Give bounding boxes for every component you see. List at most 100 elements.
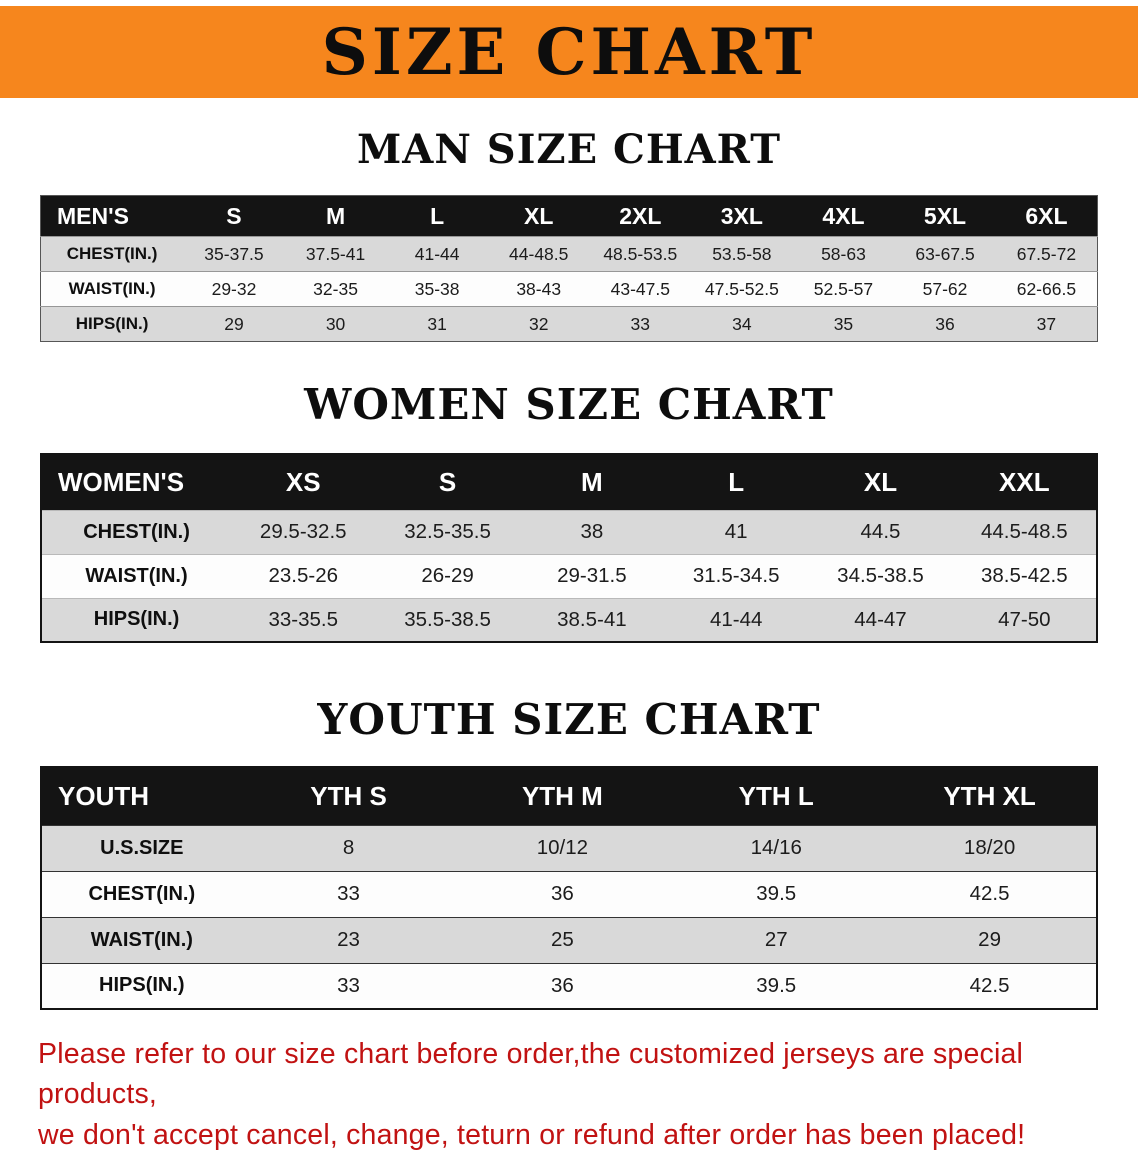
table-row: HIPS(IN.) 33-35.5 35.5-38.5 38.5-41 41-44 44-… [41,598,1097,642]
table-row: U.S.SIZE 8 10/12 14/16 18/20 [41,825,1097,871]
size-value-cell: 23.5-26 [231,554,376,598]
size-value-cell: 31.5-34.5 [664,554,809,598]
size-value-cell: 36 [894,306,996,342]
youth-section-heading: YOUTH SIZE CHART [317,695,821,744]
size-value-cell: 35-38 [386,271,488,307]
men-size-table: MEN'S S M L XL 2XL 3XL 4XL 5XL 6XL CHEST(IN.) 35-37… [40,195,1098,342]
size-value-cell: 14/16 [669,825,884,871]
size-value-cell: 32 [487,306,590,342]
table-row: HIPS(IN.) 29 30 31 32 33 34 35 36 37 [40,306,1098,342]
size-column-header: YTH S [241,767,456,825]
size-column-header: XL [487,195,590,237]
size-value-cell: 58-63 [792,236,895,272]
size-value-cell: 35.5-38.5 [375,598,520,642]
size-value-cell: 37 [995,306,1098,342]
size-chart-banner: SIZE CHART [0,6,1138,98]
size-value-cell: 37.5-41 [284,236,387,272]
size-value-cell: 48.5-53.5 [589,236,692,272]
size-column-header: L [386,195,488,237]
size-value-cell: 67.5-72 [995,236,1098,272]
table-title-cell: WOMEN'S [41,454,232,510]
table-title-cell: MEN'S [40,195,184,237]
size-value-cell: 38 [519,510,665,554]
table-header-row: YOUTH YTH S YTH M YTH L YTH XL [41,767,1097,825]
size-value-cell: 39.5 [669,871,884,917]
size-column-header: S [183,195,285,237]
row-label-cell: CHEST(IN.) [40,236,184,272]
size-value-cell: 43-47.5 [589,271,692,307]
size-column-header: 4XL [792,195,895,237]
size-value-cell: 8 [241,825,456,871]
size-value-cell: 63-67.5 [894,236,996,272]
size-value-cell: 57-62 [894,271,996,307]
men-section-heading: MAN SIZE CHART [357,126,781,173]
table-row: CHEST(IN.) 29.5-32.5 32.5-35.5 38 41 44.5 44.5… [41,510,1097,554]
size-value-cell: 52.5-57 [792,271,895,307]
size-value-cell: 10/12 [455,825,670,871]
size-value-cell: 41-44 [386,236,488,272]
size-value-cell: 23 [241,917,456,963]
size-column-header: L [664,454,809,510]
size-value-cell: 35 [792,306,895,342]
size-value-cell: 29-32 [183,271,285,307]
table-header-row: MEN'S S M L XL 2XL 3XL 4XL 5XL 6XL [40,195,1098,237]
size-column-header: YTH L [669,767,884,825]
banner-title: SIZE CHART [321,14,817,90]
size-value-cell: 47.5-52.5 [691,271,793,307]
size-value-cell: 18/20 [883,825,1097,871]
size-value-cell: 29 [883,917,1097,963]
size-value-cell: 34.5-38.5 [808,554,953,598]
size-value-cell: 29.5-32.5 [231,510,376,554]
order-note-line-2: we don't accept cancel, change, teturn o… [38,1118,1026,1151]
size-value-cell: 53.5-58 [691,236,793,272]
size-column-header: YTH XL [883,767,1097,825]
size-value-cell: 35-37.5 [183,236,285,272]
size-value-cell: 33 [589,306,692,342]
size-value-cell: 44-47 [808,598,953,642]
size-column-header: XS [231,454,376,510]
size-value-cell: 36 [455,963,670,1009]
row-label-cell: CHEST(IN.) [41,871,242,917]
youth-size-section: YOUTH SIZE CHART YOUTH YTH S YTH M YTH L YTH… [0,695,1138,1010]
size-value-cell: 29 [183,306,285,342]
size-value-cell: 36 [455,871,670,917]
size-column-header: S [375,454,520,510]
size-value-cell: 62-66.5 [995,271,1098,307]
size-value-cell: 44.5-48.5 [952,510,1097,554]
size-value-cell: 33 [241,871,456,917]
size-column-header: M [284,195,387,237]
women-size-table: WOMEN'S XS S M L XL XXL CHEST(IN.) 29.5-32.5 32.5… [40,453,1098,643]
size-value-cell: 44-48.5 [487,236,590,272]
size-value-cell: 42.5 [883,871,1097,917]
size-column-header: 3XL [691,195,793,237]
size-chart-page: SIZE CHART MAN SIZE CHART MEN'S S M L XL 2XL 3… [0,6,1138,1151]
women-section-heading: WOMEN SIZE CHART [304,380,834,429]
size-value-cell: 31 [386,306,488,342]
row-label-cell: WAIST(IN.) [41,917,242,963]
size-column-header: 5XL [894,195,996,237]
table-header-row: WOMEN'S XS S M L XL XXL [41,454,1097,510]
table-row: WAIST(IN.) 29-32 32-35 35-38 38-43 43-47.5 47.… [40,271,1098,307]
size-value-cell: 34 [691,306,793,342]
size-value-cell: 44.5 [808,510,953,554]
size-value-cell: 38.5-41 [519,598,665,642]
table-row: WAIST(IN.) 23.5-26 26-29 29-31.5 31.5-34.5 34… [41,554,1097,598]
row-label-cell: U.S.SIZE [41,825,242,871]
row-label-cell: HIPS(IN.) [41,598,232,642]
table-row: CHEST(IN.) 33 36 39.5 42.5 [41,871,1097,917]
size-column-header: XL [808,454,953,510]
size-value-cell: 27 [669,917,884,963]
order-note-line-1: Please refer to our size chart before or… [38,1038,1024,1111]
size-value-cell: 33 [241,963,456,1009]
size-value-cell: 33-35.5 [231,598,376,642]
size-value-cell: 25 [455,917,670,963]
size-column-header: YTH M [455,767,670,825]
size-value-cell: 42.5 [883,963,1097,1009]
size-value-cell: 32-35 [284,271,387,307]
row-label-cell: CHEST(IN.) [41,510,232,554]
size-value-cell: 47-50 [952,598,1097,642]
row-label-cell: HIPS(IN.) [40,306,184,342]
row-label-cell: WAIST(IN.) [40,271,184,307]
size-value-cell: 32.5-35.5 [375,510,520,554]
size-column-header: 6XL [995,195,1098,237]
